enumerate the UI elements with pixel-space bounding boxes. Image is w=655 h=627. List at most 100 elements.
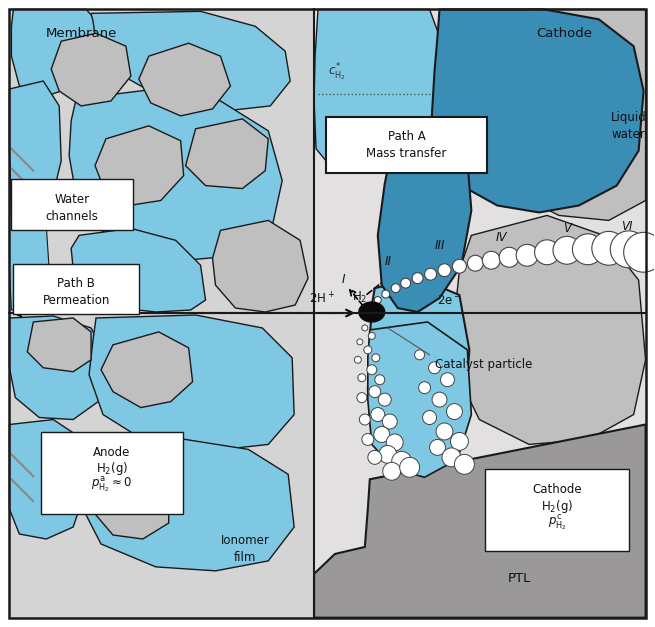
Circle shape bbox=[382, 290, 390, 298]
Polygon shape bbox=[378, 139, 472, 312]
Bar bbox=[314, 9, 646, 618]
Polygon shape bbox=[455, 216, 646, 445]
Polygon shape bbox=[71, 228, 206, 312]
FancyBboxPatch shape bbox=[13, 264, 139, 314]
Circle shape bbox=[379, 393, 391, 406]
Circle shape bbox=[364, 346, 372, 354]
Text: II: II bbox=[384, 255, 391, 268]
Circle shape bbox=[372, 354, 380, 362]
Polygon shape bbox=[368, 322, 472, 477]
FancyBboxPatch shape bbox=[326, 117, 487, 172]
Circle shape bbox=[432, 392, 447, 407]
Circle shape bbox=[358, 374, 366, 382]
Circle shape bbox=[357, 393, 367, 403]
Circle shape bbox=[534, 240, 559, 265]
Polygon shape bbox=[11, 9, 106, 96]
Polygon shape bbox=[69, 89, 282, 260]
Polygon shape bbox=[432, 9, 644, 213]
Circle shape bbox=[386, 434, 403, 451]
Circle shape bbox=[468, 255, 483, 271]
Circle shape bbox=[368, 450, 382, 465]
Circle shape bbox=[368, 332, 375, 339]
Circle shape bbox=[438, 264, 451, 277]
Circle shape bbox=[572, 234, 603, 265]
Polygon shape bbox=[212, 221, 308, 312]
Text: PTL: PTL bbox=[508, 572, 531, 586]
Polygon shape bbox=[95, 126, 183, 206]
Text: $\mathregular{H}_2$(g): $\mathregular{H}_2$(g) bbox=[96, 460, 128, 477]
Ellipse shape bbox=[359, 302, 384, 322]
Circle shape bbox=[401, 278, 411, 288]
Circle shape bbox=[430, 440, 445, 455]
Circle shape bbox=[447, 404, 462, 419]
Polygon shape bbox=[101, 332, 193, 408]
Circle shape bbox=[624, 233, 655, 272]
Text: Cathode: Cathode bbox=[532, 483, 582, 496]
Text: Membrane: Membrane bbox=[45, 27, 117, 40]
Circle shape bbox=[415, 350, 424, 360]
Circle shape bbox=[400, 457, 420, 477]
Circle shape bbox=[362, 325, 368, 331]
Circle shape bbox=[516, 245, 538, 266]
Bar bbox=[9, 9, 314, 618]
Circle shape bbox=[482, 251, 500, 269]
Circle shape bbox=[422, 411, 436, 424]
Polygon shape bbox=[368, 278, 470, 474]
Polygon shape bbox=[139, 43, 231, 116]
FancyBboxPatch shape bbox=[41, 433, 183, 514]
Circle shape bbox=[441, 372, 455, 387]
Polygon shape bbox=[83, 438, 294, 571]
Text: $\mathregular{H}_2$(g): $\mathregular{H}_2$(g) bbox=[541, 498, 573, 515]
Polygon shape bbox=[489, 9, 646, 221]
Text: I: I bbox=[342, 273, 346, 286]
Circle shape bbox=[392, 451, 411, 472]
Text: Water
channels: Water channels bbox=[46, 192, 98, 223]
Circle shape bbox=[374, 426, 390, 443]
Circle shape bbox=[610, 231, 647, 268]
Text: Path B
Permeation: Path B Permeation bbox=[43, 277, 110, 307]
Text: $c^{*}_{\mathregular{H}_2}$: $c^{*}_{\mathregular{H}_2}$ bbox=[328, 61, 346, 83]
Circle shape bbox=[553, 236, 581, 264]
Circle shape bbox=[357, 339, 363, 345]
Circle shape bbox=[451, 433, 468, 450]
Circle shape bbox=[419, 382, 430, 394]
Text: $\mathregular{2e}^-$: $\mathregular{2e}^-$ bbox=[438, 294, 462, 307]
Circle shape bbox=[455, 455, 474, 474]
Circle shape bbox=[367, 365, 377, 375]
Circle shape bbox=[442, 448, 461, 467]
Text: V: V bbox=[563, 222, 571, 235]
Text: VI: VI bbox=[621, 220, 633, 233]
Circle shape bbox=[424, 268, 436, 280]
Circle shape bbox=[383, 462, 401, 480]
Circle shape bbox=[383, 414, 397, 429]
Text: III: III bbox=[434, 239, 445, 252]
Text: Catalyst particle: Catalyst particle bbox=[434, 358, 532, 371]
Polygon shape bbox=[51, 33, 131, 106]
Text: Ionomer
film: Ionomer film bbox=[221, 534, 270, 564]
Circle shape bbox=[499, 247, 519, 267]
Polygon shape bbox=[96, 472, 169, 539]
Text: $\mathregular{H}_2$: $\mathregular{H}_2$ bbox=[352, 290, 367, 305]
Polygon shape bbox=[9, 81, 61, 230]
Polygon shape bbox=[89, 315, 294, 451]
Text: $p^{\mathregular{c}}_{\mathregular{H}_2}$: $p^{\mathregular{c}}_{\mathregular{H}_2}… bbox=[548, 513, 567, 532]
Text: Cathode: Cathode bbox=[536, 27, 592, 40]
Text: $\mathregular{2H}^+$: $\mathregular{2H}^+$ bbox=[309, 292, 335, 307]
Circle shape bbox=[375, 375, 384, 385]
Text: Anode: Anode bbox=[93, 446, 130, 460]
Circle shape bbox=[360, 414, 370, 425]
Circle shape bbox=[436, 423, 453, 440]
Circle shape bbox=[428, 362, 441, 374]
Text: IV: IV bbox=[495, 231, 507, 244]
Polygon shape bbox=[9, 206, 49, 310]
Circle shape bbox=[362, 433, 374, 445]
Polygon shape bbox=[185, 119, 269, 189]
Circle shape bbox=[369, 386, 381, 398]
FancyBboxPatch shape bbox=[485, 469, 629, 551]
Circle shape bbox=[592, 231, 626, 265]
Text: Liquid
water: Liquid water bbox=[610, 111, 646, 141]
Polygon shape bbox=[9, 419, 86, 539]
Polygon shape bbox=[28, 318, 91, 372]
Circle shape bbox=[379, 445, 397, 463]
Circle shape bbox=[354, 356, 362, 363]
